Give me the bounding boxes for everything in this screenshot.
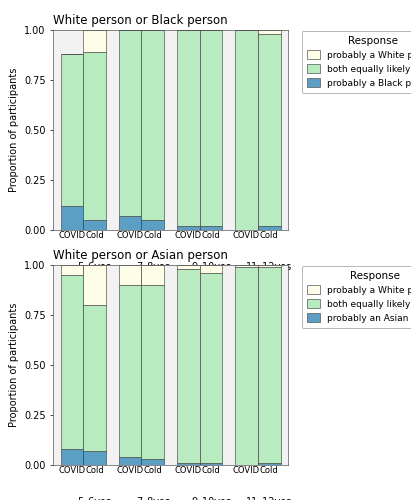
Text: 9–10yos: 9–10yos xyxy=(191,262,231,272)
Bar xyxy=(141,30,164,220)
Bar xyxy=(235,267,258,465)
Bar xyxy=(141,285,164,459)
Text: 5–6yos: 5–6yos xyxy=(78,497,112,500)
Bar xyxy=(119,30,141,216)
Bar xyxy=(83,265,106,305)
Text: White person or Black person: White person or Black person xyxy=(53,14,228,28)
Bar xyxy=(177,265,200,269)
Bar xyxy=(200,30,222,226)
Bar xyxy=(83,30,106,52)
Bar xyxy=(83,52,106,220)
Bar xyxy=(258,30,281,34)
Text: 5–6yos: 5–6yos xyxy=(78,262,112,272)
Bar xyxy=(200,226,222,230)
Bar xyxy=(60,54,83,206)
Bar xyxy=(141,459,164,465)
Bar xyxy=(60,206,83,230)
Bar xyxy=(119,265,141,285)
Text: White person or Asian person: White person or Asian person xyxy=(53,250,228,262)
Bar xyxy=(83,451,106,465)
Bar xyxy=(235,30,258,230)
Bar xyxy=(200,463,222,465)
Bar xyxy=(141,220,164,230)
Bar xyxy=(60,449,83,465)
Bar xyxy=(258,463,281,465)
Legend: probably a White person, both equally likely, probably a Black person: probably a White person, both equally li… xyxy=(302,30,411,93)
Bar xyxy=(200,265,222,273)
Bar xyxy=(258,265,281,267)
Bar xyxy=(83,305,106,451)
Bar xyxy=(177,30,200,226)
Bar xyxy=(258,226,281,230)
Bar xyxy=(177,226,200,230)
Bar xyxy=(83,220,106,230)
Bar xyxy=(258,34,281,226)
Text: 11–12yos: 11–12yos xyxy=(246,497,292,500)
Bar xyxy=(235,265,258,267)
Legend: probably a White person, both equally likely, probably an Asian person: probably a White person, both equally li… xyxy=(302,266,411,328)
Bar xyxy=(119,457,141,465)
Text: 11–12yos: 11–12yos xyxy=(246,262,292,272)
Text: 7–8yos: 7–8yos xyxy=(136,497,170,500)
Bar xyxy=(60,265,83,275)
Bar xyxy=(119,216,141,230)
Bar xyxy=(200,273,222,463)
Bar xyxy=(258,267,281,463)
Bar xyxy=(141,265,164,285)
Bar xyxy=(177,269,200,463)
Y-axis label: Proportion of participants: Proportion of participants xyxy=(9,68,18,192)
Y-axis label: Proportion of participants: Proportion of participants xyxy=(9,303,18,427)
Bar xyxy=(119,285,141,457)
Text: 9–10yos: 9–10yos xyxy=(191,497,231,500)
Text: 7–8yos: 7–8yos xyxy=(136,262,170,272)
Bar xyxy=(177,463,200,465)
Bar xyxy=(60,275,83,449)
